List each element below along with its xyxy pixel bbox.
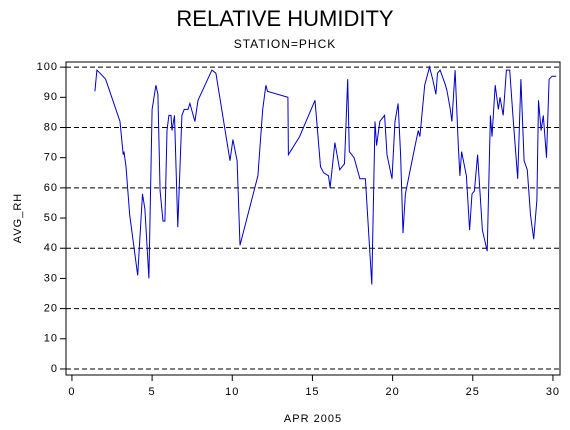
chart-subtitle: STATION=PHCK [234,37,337,51]
y-tick-label: 10 [44,333,58,345]
y-tick-label: 60 [44,182,58,194]
x-tick-label: 25 [466,386,480,398]
y-tick-label: 50 [44,212,58,224]
x-tick-label: 5 [149,386,156,398]
chart-title: RELATIVE HUMIDITY [176,6,394,31]
x-tick-label: 0 [68,386,75,398]
y-tick-label: 40 [44,242,58,254]
x-tick-label: 10 [225,386,239,398]
plot-frame [65,61,561,376]
y-tick-label: 0 [51,363,58,375]
x-tick-label: 20 [385,386,399,398]
x-axis-label: APR 2005 [284,413,342,425]
y-tick-label: 70 [44,152,58,164]
y-axis-label: AVG_RH [12,193,24,243]
data-line [94,65,557,285]
y-tick-label: 20 [44,303,58,315]
x-tick-label: 15 [305,386,319,398]
x-tick-label: 30 [546,386,560,398]
y-tick-label: 80 [44,121,58,133]
y-tick-label: 100 [37,61,58,73]
y-tick-label: 90 [44,91,58,103]
y-tick-label: 30 [44,272,58,284]
